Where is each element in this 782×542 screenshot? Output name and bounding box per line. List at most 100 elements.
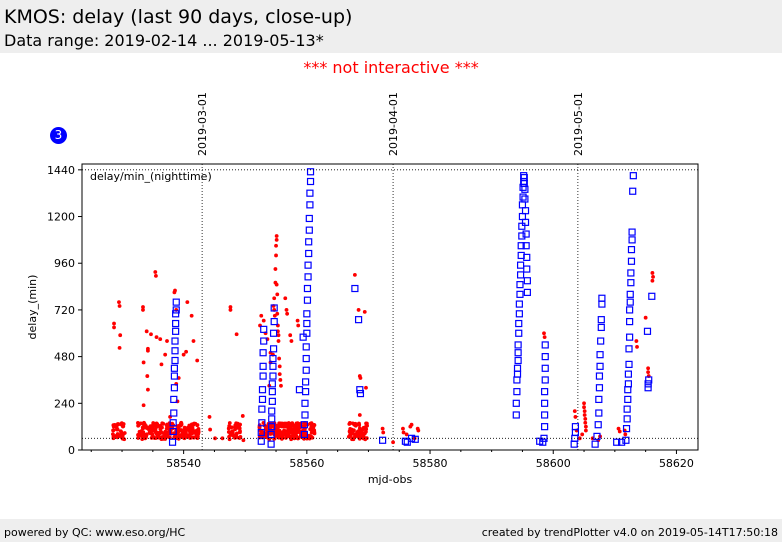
blue-data-point xyxy=(597,316,605,324)
red-data-point xyxy=(227,437,232,442)
red-data-point xyxy=(153,426,158,431)
blue-data-point xyxy=(302,378,310,386)
red-data-point xyxy=(159,362,164,367)
red-data-point xyxy=(294,423,298,428)
blue-data-point xyxy=(172,310,180,318)
y-tick-label: 1440 xyxy=(47,164,75,177)
blue-data-point xyxy=(521,195,529,203)
red-data-point xyxy=(191,339,196,343)
red-data-point xyxy=(361,436,366,441)
red-data-point xyxy=(282,428,287,433)
red-data-point xyxy=(582,409,587,413)
red-data-point xyxy=(152,423,157,428)
red-data-point xyxy=(154,273,158,278)
date-marker-label: 2019-04-01 xyxy=(387,92,400,156)
red-data-point xyxy=(357,413,362,417)
red-data-point xyxy=(277,356,282,361)
red-data-point xyxy=(229,425,234,430)
red-data-point xyxy=(182,435,186,440)
red-data-point xyxy=(269,424,273,429)
blue-data-point xyxy=(513,376,521,384)
blue-data-point xyxy=(522,230,530,238)
blue-data-point xyxy=(597,337,605,345)
y-tick-label: 1200 xyxy=(47,211,75,224)
blue-data-point xyxy=(618,438,626,446)
blue-data-point xyxy=(595,409,603,417)
blue-data-point xyxy=(302,354,310,363)
blue-data-point xyxy=(170,395,178,404)
red-data-point xyxy=(650,278,655,283)
red-data-point xyxy=(284,308,289,312)
red-data-point xyxy=(274,243,278,248)
red-data-point xyxy=(274,237,279,242)
red-data-point xyxy=(280,436,285,440)
red-data-point xyxy=(196,427,201,431)
red-data-point xyxy=(234,332,239,337)
blue-data-point xyxy=(300,421,308,429)
red-data-point xyxy=(646,370,651,375)
red-data-point xyxy=(238,429,242,433)
red-data-point xyxy=(290,423,295,428)
red-data-point xyxy=(111,434,116,439)
blue-data-point xyxy=(644,380,652,388)
blue-data-point xyxy=(172,319,180,328)
red-data-point xyxy=(261,318,266,323)
not-interactive-notice: *** not interactive *** xyxy=(303,58,479,77)
blue-data-point xyxy=(643,327,652,335)
red-data-point xyxy=(189,313,194,318)
blue-data-point xyxy=(168,438,177,446)
red-data-point xyxy=(380,426,385,431)
blue-data-point xyxy=(598,294,606,302)
red-data-point xyxy=(276,432,280,437)
red-data-point xyxy=(117,300,121,305)
red-data-point xyxy=(117,304,122,308)
blue-data-point xyxy=(523,277,531,285)
red-data-point xyxy=(182,425,187,430)
blue-data-point xyxy=(624,395,632,404)
blue-data-point xyxy=(306,168,315,176)
blue-data-point xyxy=(522,242,530,250)
blue-data-point xyxy=(596,362,604,370)
red-data-point xyxy=(273,267,278,271)
blue-data-point xyxy=(304,273,312,281)
red-data-point xyxy=(357,426,362,431)
y-tick-label: 0 xyxy=(68,444,75,457)
red-data-point xyxy=(573,415,578,419)
red-data-point xyxy=(188,427,193,432)
blue-data-point xyxy=(295,386,304,394)
blue-data-point xyxy=(305,214,313,223)
blue-data-point xyxy=(518,212,527,221)
red-data-point xyxy=(286,434,291,439)
red-data-point xyxy=(347,433,352,438)
blue-data-point xyxy=(541,376,549,384)
red-data-point xyxy=(401,426,405,431)
blue-data-point xyxy=(303,310,311,318)
blue-data-point xyxy=(570,440,578,448)
red-data-point xyxy=(291,431,295,436)
blue-data-point xyxy=(259,362,267,370)
blue-data-point xyxy=(644,384,652,392)
red-data-point xyxy=(111,428,115,433)
red-data-point xyxy=(352,272,357,277)
red-data-point xyxy=(310,425,315,430)
blue-data-point xyxy=(270,304,278,312)
red-data-point xyxy=(153,430,158,434)
red-data-point xyxy=(643,315,648,320)
red-data-point xyxy=(350,437,354,442)
red-data-point xyxy=(391,440,395,445)
red-data-point xyxy=(286,430,291,435)
blue-data-point xyxy=(170,364,178,372)
blue-data-point xyxy=(269,354,277,363)
blue-data-point xyxy=(260,337,268,345)
red-data-point xyxy=(141,305,145,309)
red-data-point xyxy=(289,437,294,442)
red-data-point xyxy=(283,296,288,301)
blue-data-point xyxy=(516,290,524,298)
red-data-point xyxy=(136,436,141,440)
blue-data-point xyxy=(598,300,606,308)
red-data-point xyxy=(268,432,273,436)
blue-data-point xyxy=(351,284,359,293)
blue-data-point xyxy=(625,360,633,368)
red-data-point xyxy=(146,348,150,353)
